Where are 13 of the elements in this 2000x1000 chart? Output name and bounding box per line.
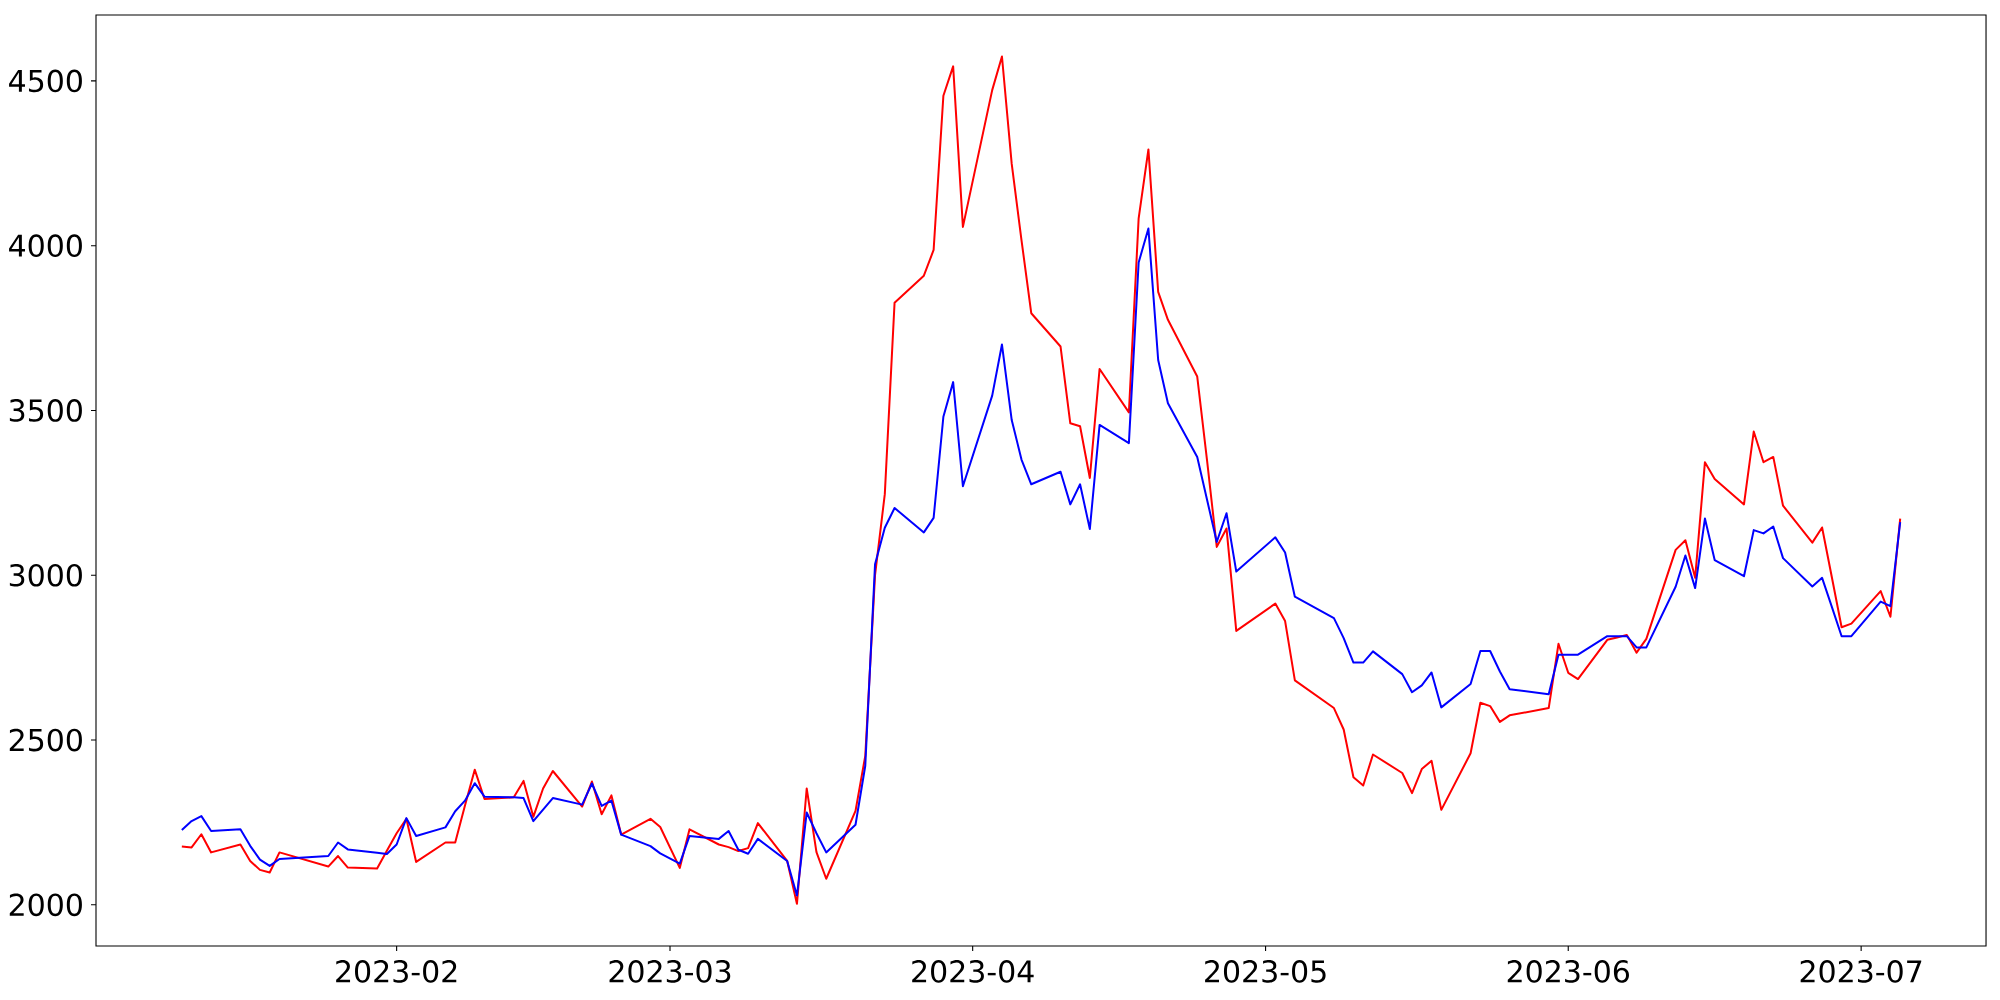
- y-tick-label: 2000: [9, 893, 82, 917]
- x-tick-label: 2023-04: [912, 960, 1034, 983]
- y-tick-label: 4500: [9, 69, 82, 93]
- line-series: [180, 55, 1902, 905]
- y-tick-label: 3000: [9, 563, 82, 587]
- x-tick-label: 2023-05: [1205, 960, 1326, 983]
- y-tick-label: 3500: [9, 399, 82, 422]
- x-tick-label: 2023-02: [336, 960, 457, 983]
- y-tick-label: 4000: [9, 234, 82, 258]
- x-tick-label: 2023-06: [1507, 960, 1629, 983]
- x-tick-label: 2023-03: [609, 960, 731, 983]
- y-tick-label: 2500: [9, 728, 82, 752]
- x-tick-label: 2023-07: [1800, 960, 1922, 983]
